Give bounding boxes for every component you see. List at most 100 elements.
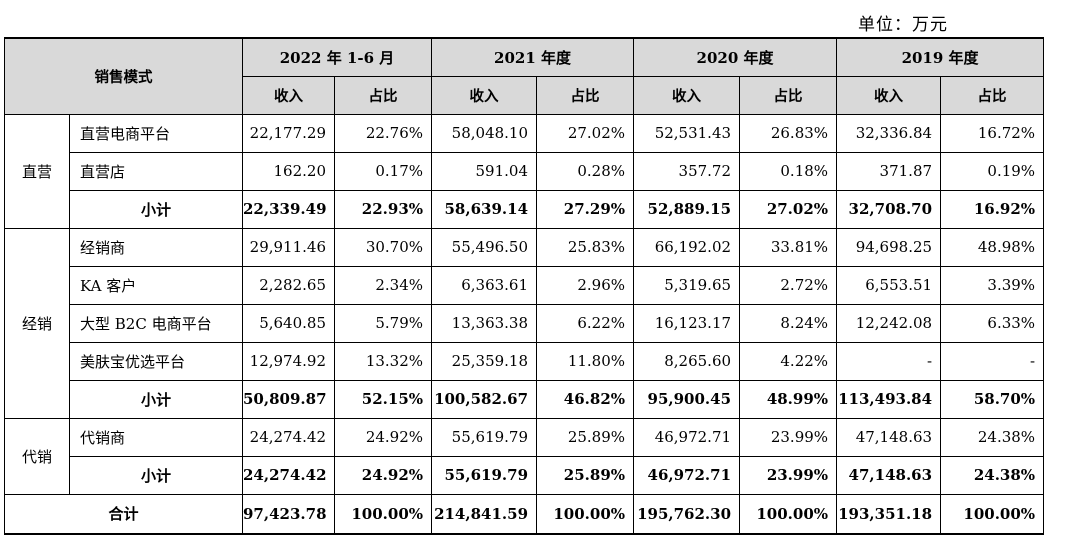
revenue-cell: 58,048.10 [431,113,538,153]
group-label: 代销 [4,417,70,495]
revenue-cell: 52,889.15 [633,189,741,229]
share-header: 占比 [536,75,635,115]
revenue-cell: 195,762.30 [633,493,741,535]
table-row: 直营 直营电商平台 22,177.29 22.76% 58,048.10 27.02% 52… [4,113,1045,229]
share-cell: 48.98% [940,227,1045,267]
share-cell: 11.80% [536,341,635,381]
share-cell: 100.00% [333,493,433,535]
revenue-cell: 55,496.50 [431,227,538,267]
period-header: 2021 年度 [431,37,635,77]
share-cell: 58.70% [940,379,1045,419]
group-label: 经销 [4,227,70,419]
revenue-header: 收入 [633,75,741,115]
subtotal-row: 小计 22,339.49 22.93% 58,639.14 27.29% 52,889.1… [5,189,1045,229]
share-header: 占比 [333,75,433,115]
share-cell: - [940,341,1045,381]
revenue-header: 收入 [242,75,335,115]
share-cell: 16.92% [940,189,1045,229]
table-body: 直营 直营电商平台 22,177.29 22.76% 58,048.10 27.02% 52… [4,113,1045,535]
share-cell: 33.81% [739,227,838,267]
share-cell: 0.18% [739,151,838,191]
share-cell: 27.29% [536,189,635,229]
sales-mode-header: 销售模式 [4,37,243,115]
revenue-cell: 6,363.61 [431,265,538,305]
table-row: KA 客户 2,282.65 2.34% 6,363.61 2.96% 5,319.65 2… [5,265,1045,305]
revenue-cell: 46,972.71 [633,417,741,457]
share-cell: 0.19% [940,151,1045,191]
share-cell: 100.00% [940,493,1045,535]
revenue-cell: 2,282.65 [242,265,335,305]
share-cell: 16.72% [940,113,1045,153]
share-cell: 24.92% [333,455,433,495]
unit-label: 单位：万元 [858,15,948,35]
revenue-cell: 32,708.70 [836,189,942,229]
revenue-cell: 113,493.84 [836,379,942,419]
revenue-cell: 55,619.79 [431,455,538,495]
table-row: 大型 B2C 电商平台 5,640.85 5.79% 13,363.38 6.22% 16… [5,303,1045,343]
sales-mode-table: 销售模式 2022 年 1-6 月 2021 年度 2020 年度 2019 年… [4,37,1045,535]
share-cell: 4.22% [739,341,838,381]
revenue-cell: 22,339.49 [242,189,335,229]
revenue-cell: 94,698.25 [836,227,942,267]
share-cell: 13.32% [333,341,433,381]
share-cell: 25.83% [536,227,635,267]
subtotal-row: 小计 50,809.87 52.15% 100,582.67 46.82% 95,900.… [5,379,1045,419]
subtotal-label: 小计 [69,189,243,229]
share-cell: 24.38% [940,455,1045,495]
revenue-cell: 591.04 [431,151,538,191]
revenue-cell: - [836,341,942,381]
revenue-cell: 52,531.43 [633,113,741,153]
revenue-cell: 12,242.08 [836,303,942,343]
period-header: 2022 年 1-6 月 [241,37,433,77]
share-cell: 48.99% [739,379,838,419]
revenue-header: 收入 [431,75,538,115]
revenue-cell: 46,972.71 [633,455,741,495]
revenue-cell: 24,274.42 [242,455,335,495]
revenue-cell: 66,192.02 [633,227,741,267]
revenue-cell: 6,553.51 [836,265,942,305]
channel-name: 美肤宝优选平台 [69,341,243,381]
share-cell: 25.89% [536,455,635,495]
share-cell: 23.99% [739,455,838,495]
share-cell: 6.22% [536,303,635,343]
share-cell: 0.17% [333,151,433,191]
share-cell: 25.89% [536,417,635,457]
subtotal-row: 小计 24,274.42 24.92% 55,619.79 25.89% 46,972.7… [5,455,1045,495]
revenue-cell: 16,123.17 [633,303,741,343]
table-row: 直营店 162.20 0.17% 591.04 0.28% 357.72 0.18% 371.… [5,151,1045,191]
revenue-cell: 58,639.14 [431,189,538,229]
channel-name: KA 客户 [69,265,243,305]
share-cell: 23.99% [739,417,838,457]
revenue-cell: 193,351.18 [836,493,942,535]
revenue-cell: 162.20 [242,151,335,191]
period-header: 2019 年度 [836,37,1045,77]
channel-name: 代销商 [69,417,243,457]
share-cell: 52.15% [333,379,433,419]
share-cell: 100.00% [536,493,635,535]
share-cell: 27.02% [739,189,838,229]
table-row: 美肤宝优选平台 12,974.92 13.32% 25,359.18 11.80% 8,2… [5,341,1045,381]
revenue-cell: 12,974.92 [242,341,335,381]
revenue-cell: 32,336.84 [836,113,942,153]
share-cell: 24.92% [333,417,433,457]
share-cell: 22.93% [333,189,433,229]
revenue-cell: 5,319.65 [633,265,741,305]
share-cell: 2.72% [739,265,838,305]
channel-name: 大型 B2C 电商平台 [69,303,243,343]
subtotal-label: 小计 [69,379,243,419]
revenue-cell: 50,809.87 [242,379,335,419]
revenue-cell: 13,363.38 [431,303,538,343]
revenue-cell: 5,640.85 [242,303,335,343]
revenue-cell: 25,359.18 [431,341,538,381]
share-cell: 46.82% [536,379,635,419]
revenue-cell: 24,274.42 [242,417,335,457]
revenue-cell: 55,619.79 [431,417,538,457]
revenue-cell: 371.87 [836,151,942,191]
channel-name: 直营店 [69,151,243,191]
channel-name: 直营电商平台 [69,113,243,153]
share-header: 占比 [739,75,838,115]
share-cell: 22.76% [333,113,433,153]
share-cell: 30.70% [333,227,433,267]
revenue-cell: 97,423.78 [242,493,335,535]
revenue-cell: 357.72 [633,151,741,191]
